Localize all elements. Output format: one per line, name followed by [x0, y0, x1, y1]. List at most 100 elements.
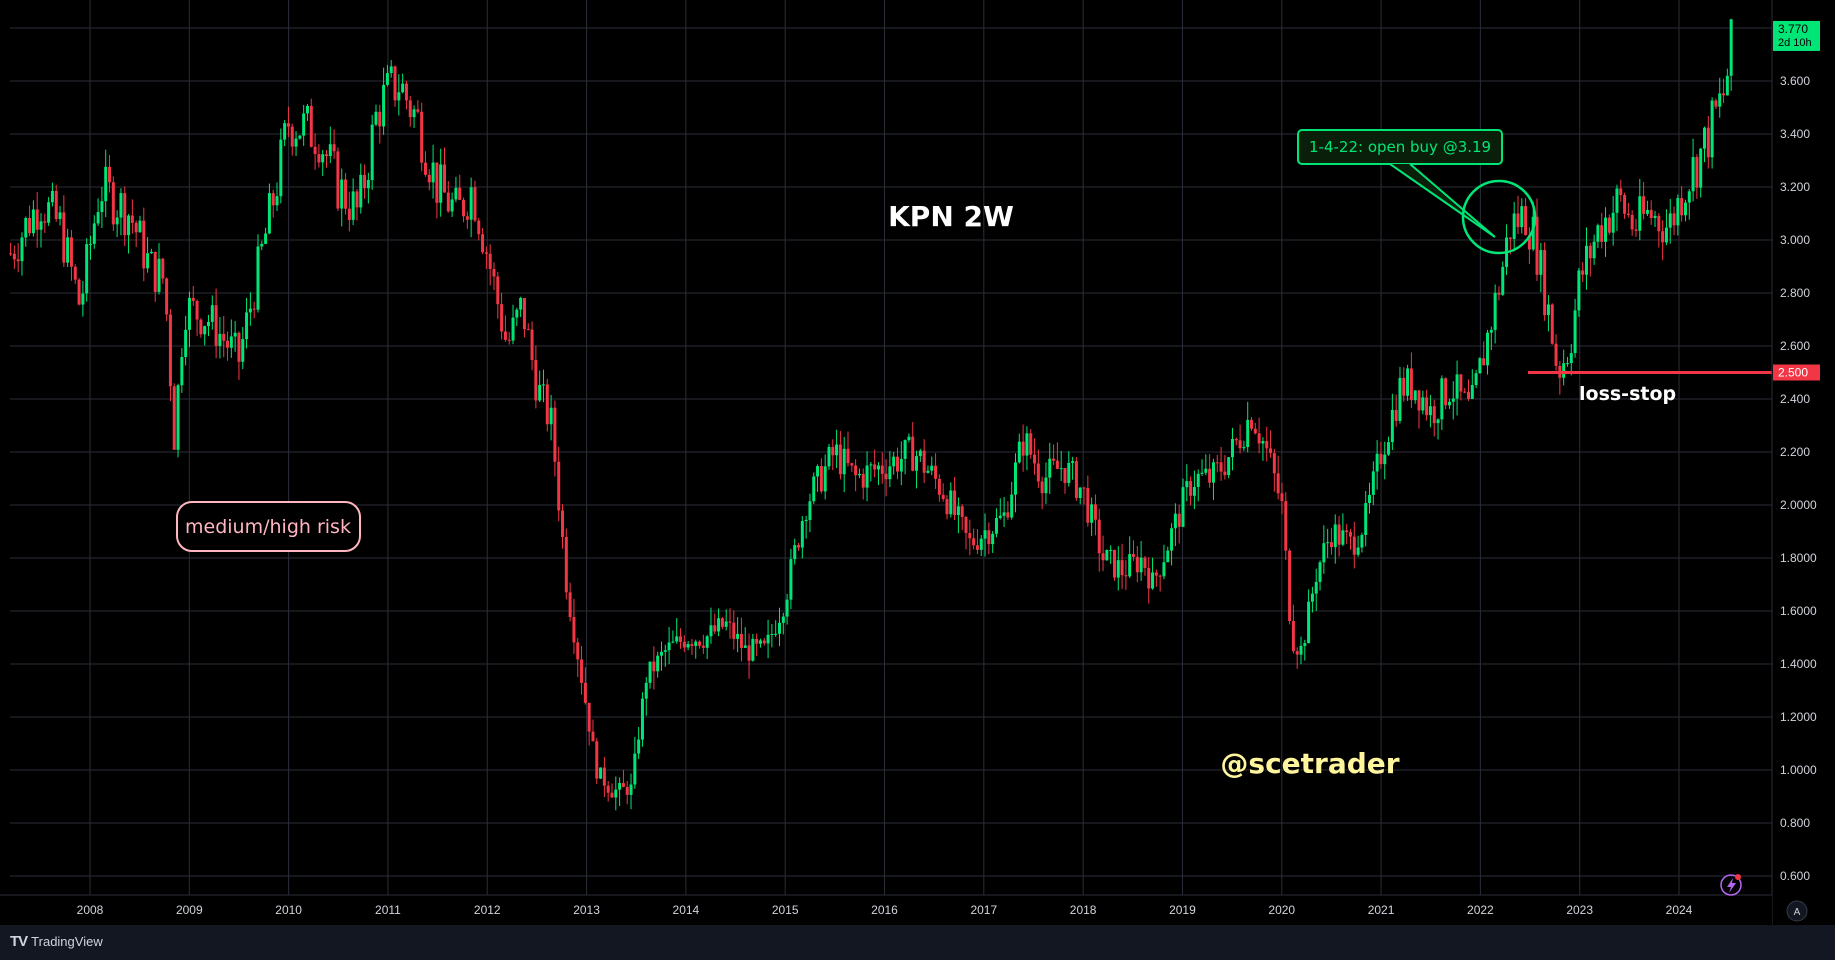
candle: [1398, 366, 1402, 424]
candle: [81, 280, 85, 317]
candle: [1573, 298, 1577, 358]
auto-scale-button[interactable]: A: [1786, 900, 1808, 922]
candle: [363, 164, 367, 199]
candle: [481, 228, 485, 255]
candle: [1714, 98, 1718, 110]
candle: [142, 207, 146, 282]
candle: [1432, 399, 1436, 437]
candle: [953, 477, 957, 521]
auto-scale-label: A: [1794, 907, 1801, 918]
candle: [187, 291, 191, 348]
candle: [1272, 448, 1276, 492]
candle: [911, 422, 915, 472]
candle: [926, 465, 930, 474]
candle: [378, 104, 382, 144]
x-tick-label: 2010: [275, 903, 302, 917]
candle: [50, 182, 54, 207]
candle: [302, 104, 306, 146]
y-tick-label: 1.6000: [1780, 604, 1817, 618]
candle: [210, 295, 214, 330]
x-tick-label: 2018: [1070, 903, 1097, 917]
candle: [1436, 418, 1440, 440]
candle: [1052, 444, 1056, 465]
candles: [9, 18, 1733, 811]
lightning-icon[interactable]: [1720, 874, 1742, 896]
candle: [492, 262, 496, 291]
y-tick-label: 2.600: [1780, 339, 1810, 353]
candle: [1653, 210, 1657, 228]
candle: [431, 144, 435, 199]
price-axis[interactable]: 0.600 0.800 1.0000 1.2000 1.4000 1.6000 1.8000…: [1771, 0, 1835, 925]
candle: [1486, 329, 1490, 375]
candle: [656, 651, 660, 678]
chart-title: KPN 2W: [888, 200, 1014, 233]
y-tick-label: 0.800: [1780, 816, 1810, 830]
candle: [1105, 549, 1109, 561]
candle: [987, 522, 991, 555]
candle: [347, 191, 351, 232]
candle: [1379, 441, 1383, 469]
candle: [705, 634, 709, 659]
time-axis[interactable]: 2008 2009 2010 2011 2012 2013 2014 2015 2016 2017…: [0, 894, 1772, 925]
x-tick-label: 2014: [673, 903, 700, 917]
candle: [462, 197, 466, 223]
candle: [1600, 212, 1604, 249]
y-tick-label: 3.000: [1780, 233, 1810, 247]
candle: [157, 243, 161, 295]
candle: [1196, 469, 1200, 502]
candle: [245, 297, 249, 349]
tradingview-brand[interactable]: TV TradingView: [10, 933, 103, 950]
candle: [123, 186, 127, 246]
candle: [1718, 77, 1722, 118]
candle: [1280, 482, 1284, 515]
y-tick-label: 1.4000: [1780, 657, 1817, 671]
candle: [1288, 548, 1292, 625]
candle: [1036, 449, 1040, 488]
candle: [1017, 433, 1021, 464]
candle: [979, 534, 983, 557]
candle: [1444, 377, 1448, 409]
candle: [1722, 78, 1726, 104]
candle: [1124, 560, 1128, 591]
candle: [229, 319, 233, 358]
candle: [549, 394, 553, 441]
candle: [1371, 461, 1375, 506]
candle: [507, 332, 511, 345]
candle: [477, 217, 481, 241]
candle: [583, 667, 587, 705]
candle: [1596, 223, 1600, 249]
candle: [1638, 178, 1642, 241]
candle: [1463, 387, 1467, 394]
candle: [1619, 179, 1623, 202]
candle: [443, 147, 447, 193]
candle: [340, 168, 344, 227]
candle: [1341, 513, 1345, 547]
candle: [1192, 470, 1196, 510]
candle: [1493, 284, 1497, 344]
candle: [895, 447, 899, 480]
candle: [408, 95, 412, 127]
y-tick-label: 1.8000: [1780, 551, 1817, 565]
trade-callout[interactable]: 1-4-22: open buy @3.19: [1297, 129, 1537, 255]
candle: [1230, 427, 1234, 471]
candle: [439, 148, 443, 217]
candle: [884, 459, 888, 497]
candle: [1577, 268, 1581, 317]
candle: [747, 633, 751, 679]
candle: [720, 617, 724, 630]
candle: [1215, 454, 1219, 473]
candle: [62, 195, 66, 268]
candle: [842, 436, 846, 493]
x-tick-label: 2022: [1467, 903, 1494, 917]
candle: [1664, 209, 1668, 246]
candle: [1265, 426, 1269, 462]
candle: [827, 443, 831, 470]
callout-text: 1-4-22: open buy @3.19: [1309, 138, 1491, 156]
candle: [1706, 115, 1710, 169]
candle: [184, 315, 188, 366]
candle: [998, 498, 1002, 520]
candle: [1680, 186, 1684, 222]
candle: [1090, 497, 1094, 537]
y-tick-label: 1.0000: [1780, 763, 1817, 777]
